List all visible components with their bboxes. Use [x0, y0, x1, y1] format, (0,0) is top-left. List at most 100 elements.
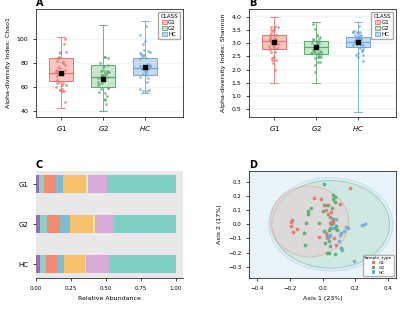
Point: [54, 59, 60, 64]
Point: [104, 85, 111, 90]
Point: [314, 40, 320, 45]
Point: [137, 86, 144, 91]
Point: [144, 75, 151, 80]
Point: [143, 69, 149, 74]
Legend: G1, G2, HC: G1, G2, HC: [158, 12, 180, 39]
Point: [96, 81, 102, 86]
Point: [266, 33, 273, 38]
Bar: [92, 66, 115, 87]
Point: [330, 196, 336, 201]
Point: [362, 221, 368, 226]
Point: [352, 39, 358, 44]
Point: [316, 35, 323, 40]
Point: [320, 229, 327, 234]
Point: [353, 53, 359, 57]
Point: [350, 30, 356, 35]
Bar: [60, 215, 70, 233]
Point: [338, 231, 344, 236]
Bar: [36, 215, 40, 233]
Point: [105, 56, 112, 61]
Point: [146, 62, 153, 67]
Point: [105, 74, 111, 79]
Point: [305, 212, 311, 217]
Point: [101, 69, 108, 74]
Point: [309, 51, 315, 56]
Point: [314, 39, 320, 44]
Point: [271, 23, 278, 28]
Point: [268, 30, 274, 35]
Point: [267, 35, 273, 40]
Point: [354, 36, 361, 41]
Point: [358, 36, 364, 40]
Point: [356, 24, 362, 29]
Point: [63, 49, 69, 54]
Point: [57, 66, 64, 70]
Point: [310, 21, 316, 26]
Point: [350, 258, 357, 263]
Point: [355, 31, 362, 36]
Point: [94, 83, 101, 87]
Bar: [86, 255, 109, 273]
Point: [137, 50, 144, 55]
Point: [354, 51, 361, 56]
Point: [316, 40, 322, 45]
Point: [326, 239, 332, 243]
Point: [360, 47, 366, 52]
Point: [316, 54, 322, 59]
Bar: [107, 176, 176, 193]
Point: [137, 57, 143, 61]
Point: [337, 202, 344, 207]
Point: [98, 72, 105, 77]
Point: [326, 227, 332, 232]
Point: [351, 28, 357, 33]
Point: [96, 61, 103, 66]
Point: [58, 87, 65, 92]
Point: [358, 33, 364, 38]
Point: [143, 63, 150, 68]
Point: [57, 88, 64, 93]
Point: [62, 99, 68, 104]
Point: [314, 32, 320, 37]
Point: [359, 48, 365, 53]
Point: [331, 236, 338, 241]
Bar: [64, 255, 85, 273]
Point: [54, 74, 60, 79]
Bar: [262, 36, 286, 49]
Point: [270, 26, 277, 31]
Point: [57, 87, 63, 92]
Bar: [57, 255, 64, 273]
Point: [332, 251, 338, 256]
Bar: [95, 215, 114, 233]
Point: [324, 235, 330, 240]
Point: [350, 42, 356, 47]
Point: [352, 33, 358, 38]
Point: [332, 195, 338, 200]
Point: [59, 88, 65, 93]
Point: [139, 67, 145, 72]
Point: [143, 24, 150, 29]
Point: [55, 65, 61, 70]
Point: [268, 40, 274, 45]
Point: [358, 36, 364, 41]
Point: [272, 57, 279, 62]
Point: [355, 31, 362, 36]
Point: [101, 63, 107, 68]
Point: [289, 229, 296, 234]
Bar: [50, 58, 73, 81]
Point: [355, 34, 362, 39]
Point: [328, 210, 334, 215]
Point: [316, 235, 322, 239]
Point: [337, 232, 343, 237]
Point: [324, 212, 331, 217]
Point: [142, 72, 149, 77]
Point: [98, 73, 105, 78]
Point: [54, 80, 60, 85]
Point: [318, 50, 324, 55]
Point: [138, 52, 145, 57]
Bar: [109, 255, 176, 273]
Point: [144, 79, 150, 84]
Text: D: D: [249, 160, 257, 170]
Y-axis label: Axis 2 (17%): Axis 2 (17%): [218, 205, 222, 244]
Legend: G1, G2, HC: G1, G2, HC: [371, 12, 393, 39]
Point: [317, 48, 324, 53]
